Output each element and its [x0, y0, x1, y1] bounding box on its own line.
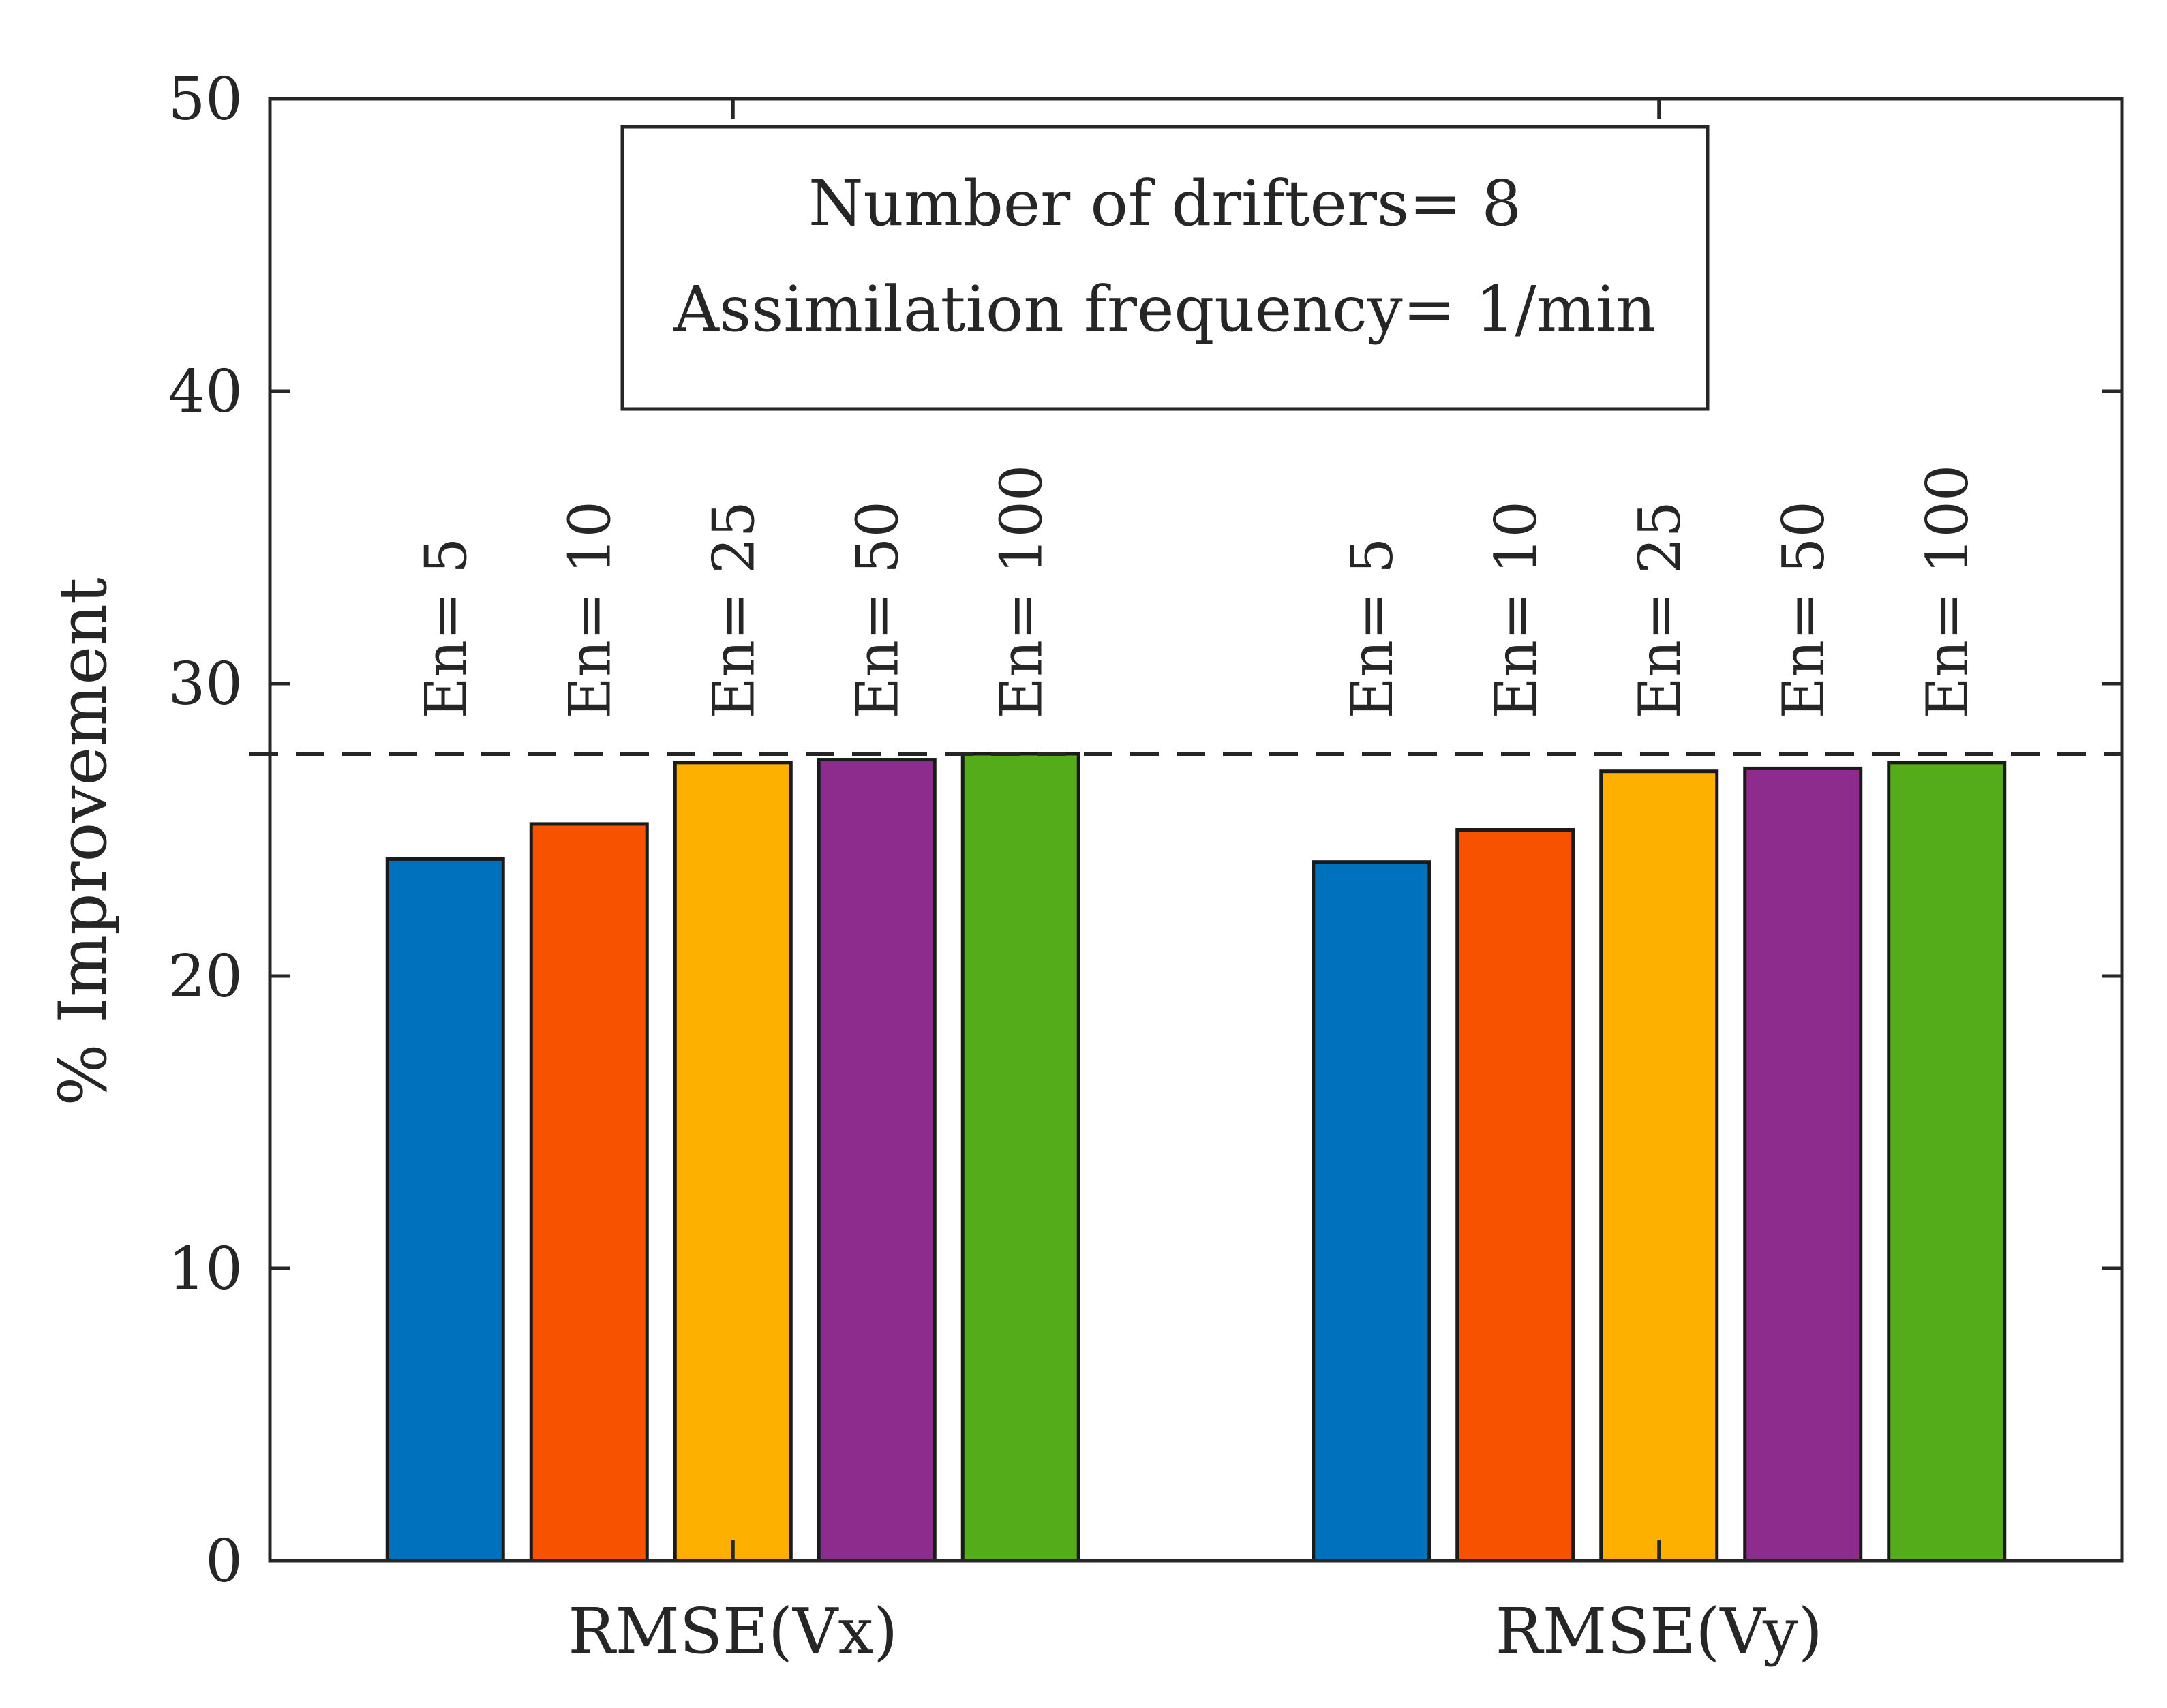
bar-series-label: En= 25 — [700, 501, 767, 718]
bar-series-label: En= 25 — [1626, 501, 1693, 718]
y-tick-label: 50 — [168, 65, 243, 134]
y-tick-label: 0 — [205, 1527, 243, 1596]
bar — [1455, 828, 1575, 1563]
x-category-label: RMSE(Vy) — [1496, 1595, 1823, 1668]
annotation-box: Number of drifters= 8 Assimilation frequ… — [620, 125, 1710, 411]
y-tick-label: 20 — [168, 943, 243, 1011]
bar — [1599, 769, 1719, 1563]
bar-series-label: En= 10 — [1483, 501, 1549, 718]
y-axis-label: % Improvement — [45, 577, 121, 1105]
annotation-line-2: Assimilation frequency= 1/min — [673, 273, 1656, 346]
bar — [960, 752, 1080, 1563]
bar-series-label: En= 10 — [556, 501, 623, 718]
y-tick-label: 40 — [168, 358, 243, 426]
plot-frame — [268, 97, 2124, 1563]
bar — [817, 758, 937, 1563]
bar-series-label: En= 50 — [844, 501, 911, 718]
bar — [385, 857, 505, 1563]
bar-series-label: En= 100 — [1914, 465, 1981, 719]
x-category-label: RMSE(Vx) — [568, 1595, 898, 1668]
bar-series-label: En= 5 — [412, 538, 479, 719]
bar — [1887, 761, 2007, 1563]
y-tick-label: 30 — [168, 650, 243, 718]
bar — [673, 761, 793, 1563]
bar — [1312, 860, 1431, 1563]
y-ticks-layer: 0 10 20 30 40 50 — [168, 65, 2122, 1596]
bar — [529, 822, 649, 1563]
bar-series-label: En= 50 — [1770, 501, 1837, 718]
bar-series-label: En= 100 — [988, 465, 1055, 719]
annotation-line-1: Number of drifters= 8 — [808, 167, 1521, 240]
annotation-frame — [620, 125, 1710, 411]
y-tick-label: 10 — [168, 1235, 243, 1303]
bars-layer — [385, 752, 2007, 1563]
x-ticks-layer: RMSE(Vx) RMSE(Vy) — [568, 99, 1823, 1668]
bar-series-label: En= 5 — [1339, 538, 1406, 719]
bar-labels-layer: En= 5 En= 10 En= 25 En= 50 En= 100 En= 5 En= 1… — [412, 465, 1981, 719]
bar — [1743, 766, 1863, 1563]
